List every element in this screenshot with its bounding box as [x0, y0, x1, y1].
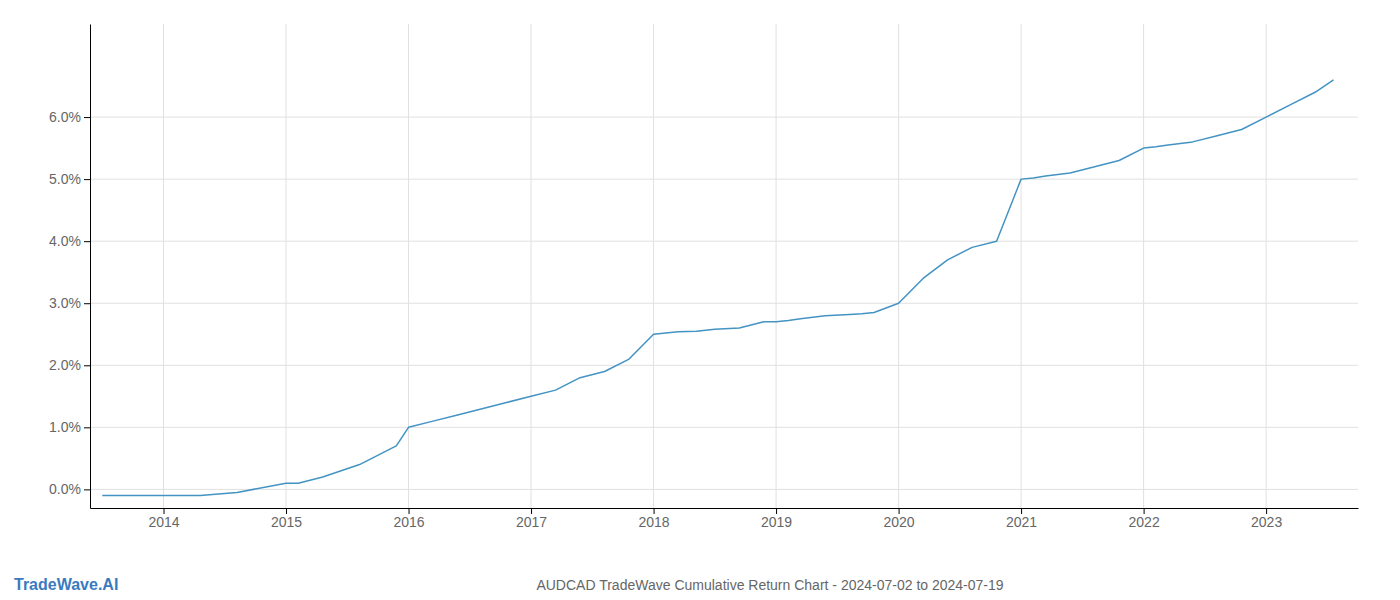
- x-axis: 2014 2015 2016 2017 2018 2019 2020 2021 2022 2023: [91, 508, 1359, 530]
- x-tick-label: 2021: [1006, 514, 1037, 530]
- y-tick-mark: [84, 179, 90, 180]
- x-grid-line: [1143, 24, 1144, 508]
- y-tick-mark: [84, 117, 90, 118]
- x-grid-line: [898, 24, 899, 508]
- x-tick-label: 2020: [884, 514, 915, 530]
- y-tick-label: 1.0%: [49, 419, 81, 435]
- y-grid-line: [90, 179, 1358, 180]
- x-tick: 2017: [516, 508, 547, 530]
- x-tick: 2022: [1129, 508, 1160, 530]
- x-tick: 2020: [884, 508, 915, 530]
- y-tick: 0.0%: [49, 481, 90, 497]
- y-tick: 4.0%: [49, 233, 90, 249]
- y-tick-label: 3.0%: [49, 295, 81, 311]
- y-tick: 2.0%: [49, 357, 90, 373]
- x-grid-line: [408, 24, 409, 508]
- x-tick-label: 2016: [393, 514, 424, 530]
- y-tick: 3.0%: [49, 295, 90, 311]
- y-grid-line: [90, 427, 1358, 428]
- y-tick-label: 2.0%: [49, 357, 81, 373]
- x-tick: 2019: [761, 508, 792, 530]
- x-tick: 2014: [148, 508, 179, 530]
- y-tick: 5.0%: [49, 171, 90, 187]
- y-axis-line: [90, 25, 91, 509]
- y-tick-mark: [84, 489, 90, 490]
- y-tick-label: 6.0%: [49, 109, 81, 125]
- y-grid-line: [90, 365, 1358, 366]
- watermark: TradeWave.AI: [14, 576, 118, 593]
- x-tick-label: 2019: [761, 514, 792, 530]
- y-tick-mark: [84, 365, 90, 366]
- title: AUDCAD TradeWave Cumulative Return Chart…: [536, 577, 1003, 593]
- x-grid-line: [286, 24, 287, 508]
- x-tick: 2018: [638, 508, 669, 530]
- y-grid-line: [90, 117, 1358, 118]
- x-tick-label: 2018: [638, 514, 669, 530]
- x-grid-line: [1266, 24, 1267, 508]
- y-tick: 6.0%: [49, 109, 90, 125]
- line: [102, 80, 1333, 496]
- y-tick-label: 0.0%: [49, 481, 81, 497]
- x-grid-line: [163, 24, 164, 508]
- x-tick: 2021: [1006, 508, 1037, 530]
- y-axis: 0.0% 1.0% 2.0% 3.0% 4.0% 5.0% 6.0%: [49, 25, 90, 509]
- x-tick: 2016: [393, 508, 424, 530]
- y-tick-mark: [84, 303, 90, 304]
- grid: [90, 24, 1358, 508]
- x-tick-label: 2014: [148, 514, 179, 530]
- y-tick: 1.0%: [49, 419, 90, 435]
- y-tick-mark: [84, 427, 90, 428]
- x-grid-line: [531, 24, 532, 508]
- x-axis-line: [91, 508, 1359, 509]
- plot-area: [102, 80, 1333, 496]
- y-grid-line: [90, 303, 1358, 304]
- y-tick-label: 4.0%: [49, 233, 81, 249]
- x-tick: 2023: [1251, 508, 1282, 530]
- x-tick-label: 2022: [1129, 514, 1160, 530]
- x-grid-line: [1021, 24, 1022, 508]
- y-tick-label: 5.0%: [49, 171, 81, 187]
- x-tick: 2015: [271, 508, 302, 530]
- x-tick-label: 2017: [516, 514, 547, 530]
- y-tick-mark: [84, 241, 90, 242]
- y-grid-line: [90, 489, 1358, 490]
- chart: 2014 2015 2016 2017 2018 2019 2020 2021 2022 2023…: [0, 0, 1400, 600]
- x-grid-line: [653, 24, 654, 508]
- x-tick-label: 2023: [1251, 514, 1282, 530]
- x-grid-line: [776, 24, 777, 508]
- y-grid-line: [90, 241, 1358, 242]
- x-tick-label: 2015: [271, 514, 302, 530]
